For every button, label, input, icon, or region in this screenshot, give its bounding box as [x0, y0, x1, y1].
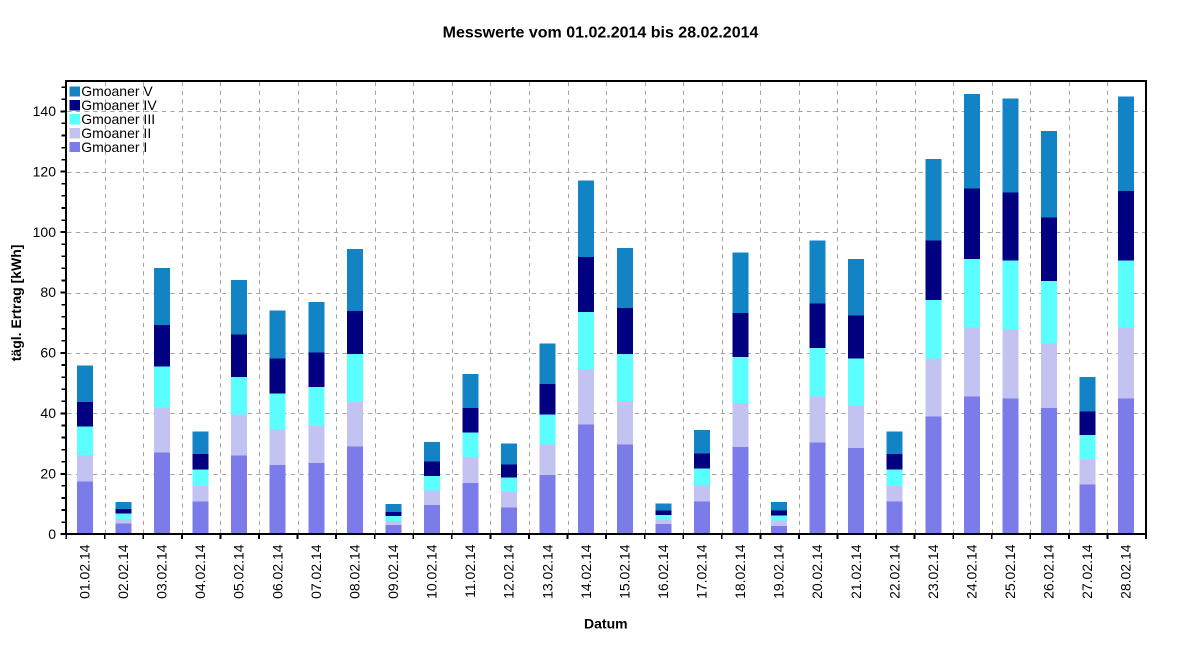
svg-text:Gmoaner II: Gmoaner II — [81, 125, 151, 141]
svg-text:20: 20 — [40, 466, 56, 482]
svg-text:Messwerte vom 01.02.2014 bis 2: Messwerte vom 01.02.2014 bis 28.02.2014 — [443, 25, 759, 42]
svg-text:14.02.14: 14.02.14 — [578, 544, 594, 599]
svg-text:140: 140 — [33, 103, 57, 119]
svg-text:Gmoaner IV: Gmoaner IV — [81, 97, 157, 113]
svg-text:01.02.14: 01.02.14 — [77, 544, 93, 599]
svg-text:02.02.14: 02.02.14 — [115, 544, 131, 599]
svg-text:23.02.14: 23.02.14 — [925, 544, 941, 599]
svg-text:26.02.14: 26.02.14 — [1041, 544, 1057, 599]
svg-text:16.02.14: 16.02.14 — [655, 544, 671, 599]
svg-text:15.02.14: 15.02.14 — [616, 544, 632, 599]
svg-text:22.02.14: 22.02.14 — [886, 544, 902, 599]
svg-text:Datum: Datum — [584, 615, 628, 631]
svg-text:0: 0 — [48, 526, 56, 542]
svg-text:05.02.14: 05.02.14 — [231, 544, 247, 599]
svg-text:07.02.14: 07.02.14 — [308, 544, 324, 599]
svg-text:25.02.14: 25.02.14 — [1002, 544, 1018, 599]
svg-text:Gmoaner I: Gmoaner I — [81, 139, 147, 155]
svg-text:03.02.14: 03.02.14 — [154, 544, 170, 599]
svg-text:09.02.14: 09.02.14 — [385, 544, 401, 599]
svg-text:10.02.14: 10.02.14 — [424, 544, 440, 599]
svg-text:27.02.14: 27.02.14 — [1079, 544, 1095, 599]
svg-text:18.02.14: 18.02.14 — [732, 544, 748, 599]
svg-text:11.02.14: 11.02.14 — [462, 544, 478, 598]
svg-text:80: 80 — [40, 284, 56, 300]
svg-text:100: 100 — [33, 224, 57, 240]
svg-text:08.02.14: 08.02.14 — [346, 544, 362, 599]
svg-text:Gmoaner III: Gmoaner III — [81, 111, 155, 127]
svg-text:06.02.14: 06.02.14 — [269, 544, 285, 599]
svg-text:24.02.14: 24.02.14 — [964, 544, 980, 599]
svg-text:04.02.14: 04.02.14 — [192, 544, 208, 599]
svg-text:13.02.14: 13.02.14 — [539, 544, 555, 599]
svg-text:21.02.14: 21.02.14 — [848, 544, 864, 599]
svg-text:40: 40 — [40, 405, 56, 421]
svg-text:17.02.14: 17.02.14 — [694, 544, 710, 599]
svg-text:28.02.14: 28.02.14 — [1118, 544, 1134, 599]
svg-text:12.02.14: 12.02.14 — [501, 544, 517, 599]
svg-text:60: 60 — [40, 345, 56, 361]
svg-text:Gmoaner V: Gmoaner V — [81, 83, 153, 99]
svg-text:tägl. Ertrag [kWh]: tägl. Ertrag [kWh] — [8, 245, 24, 362]
svg-text:20.02.14: 20.02.14 — [809, 544, 825, 599]
svg-text:120: 120 — [33, 163, 57, 179]
svg-text:19.02.14: 19.02.14 — [771, 544, 787, 599]
